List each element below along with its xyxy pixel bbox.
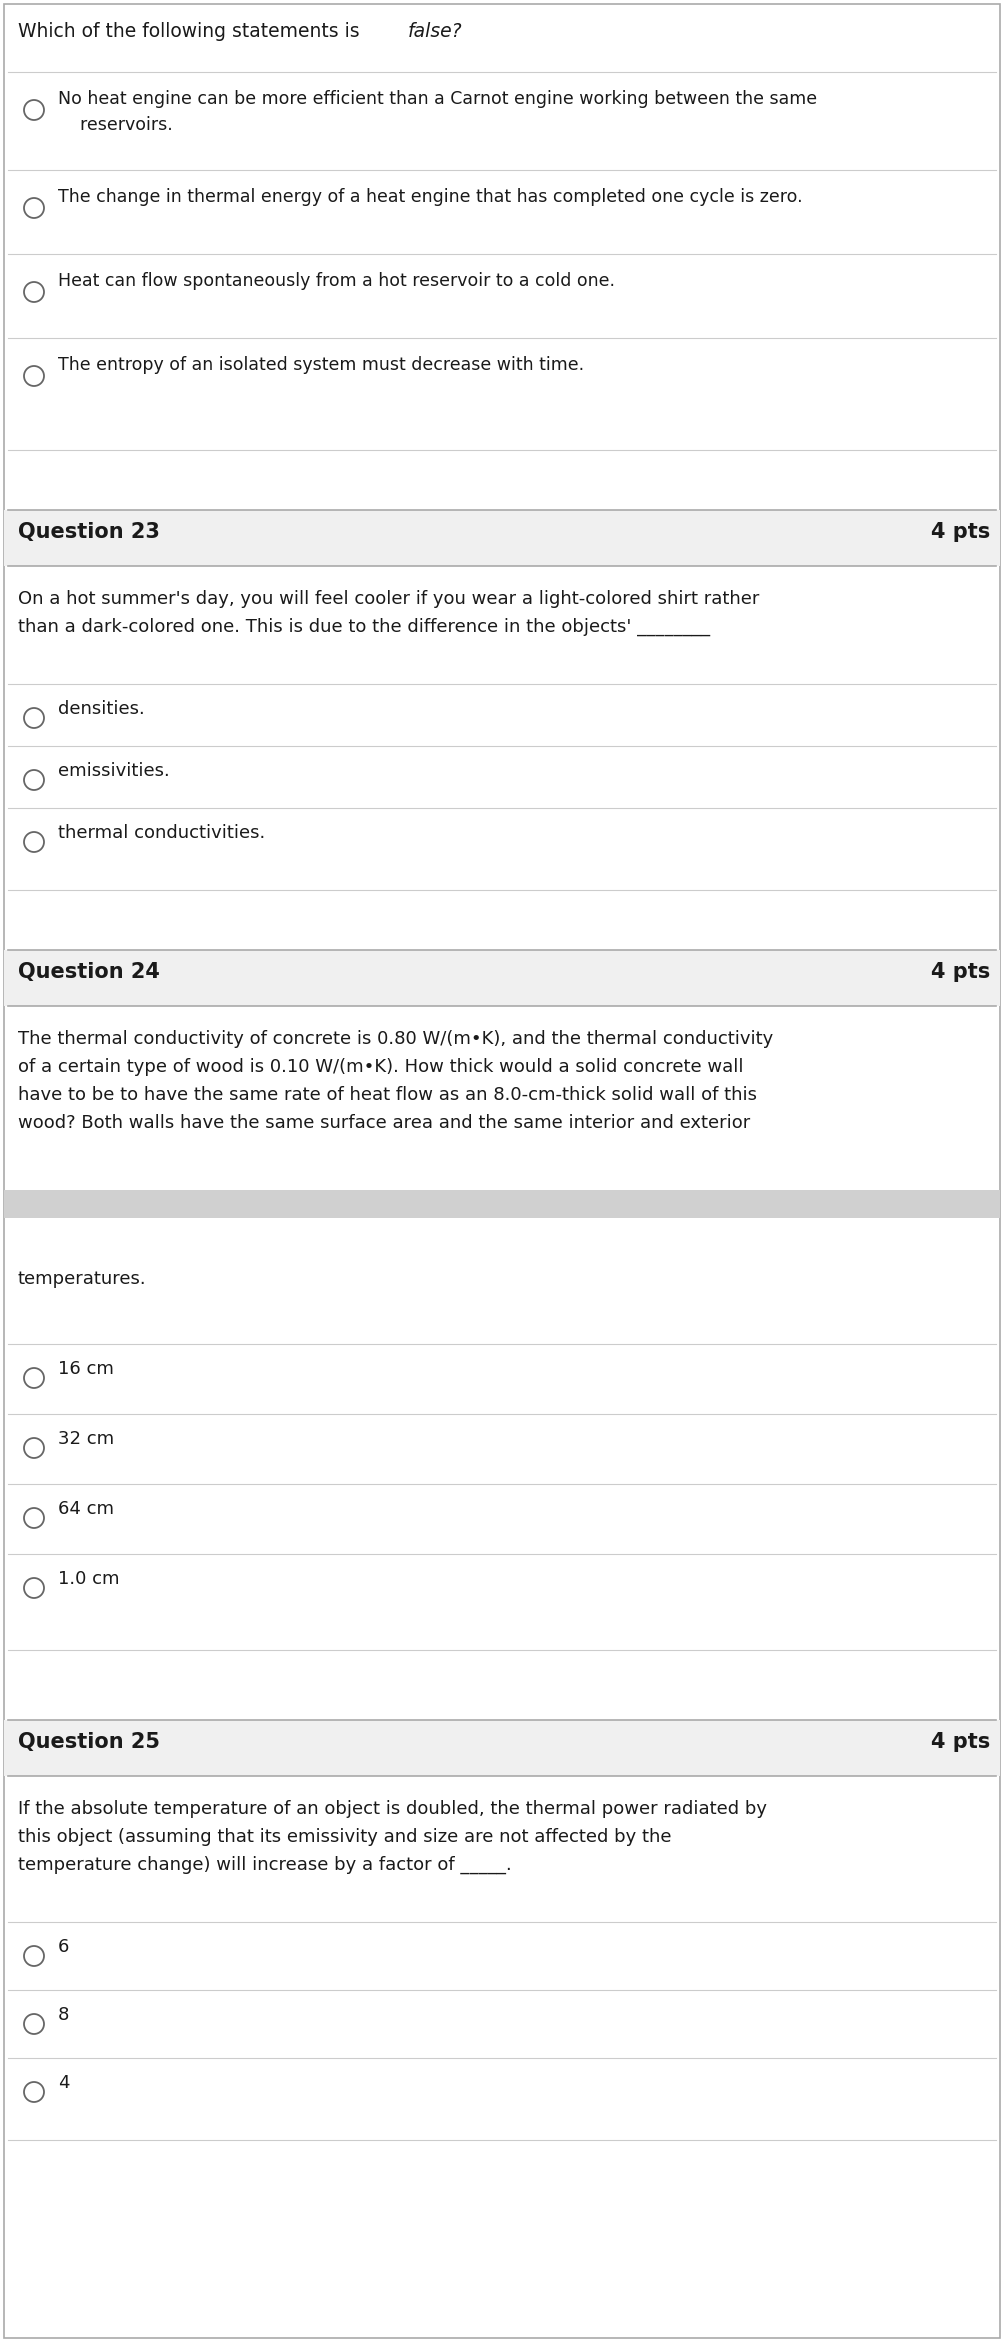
Text: 1.0 cm: 1.0 cm [58,1569,119,1588]
Text: this object (assuming that its emissivity and size are not affected by the: this object (assuming that its emissivit… [18,1829,671,1845]
Text: have to be to have the same rate of heat flow as an 8.0-cm-thick solid wall of t: have to be to have the same rate of heat… [18,1087,756,1103]
Text: 32 cm: 32 cm [58,1431,114,1447]
FancyBboxPatch shape [4,5,999,2337]
Text: temperatures.: temperatures. [18,1269,146,1288]
Text: If the absolute temperature of an object is doubled, the thermal power radiated : If the absolute temperature of an object… [18,1801,766,1817]
FancyBboxPatch shape [4,951,999,1007]
Text: false?: false? [407,21,462,42]
Text: Which of the following statements is: Which of the following statements is [18,21,365,42]
Text: 8: 8 [58,2007,69,2023]
Text: 4 pts: 4 pts [930,963,989,981]
Text: 6: 6 [58,1937,69,1956]
Text: densities.: densities. [58,700,144,719]
Text: 4 pts: 4 pts [930,522,989,541]
FancyBboxPatch shape [4,1719,999,1775]
Text: The thermal conductivity of concrete is 0.80 W/(m•K), and the thermal conductivi: The thermal conductivity of concrete is … [18,1030,772,1047]
Text: 64 cm: 64 cm [58,1499,114,1518]
Text: temperature change) will increase by a factor of _____.: temperature change) will increase by a f… [18,1855,512,1874]
FancyBboxPatch shape [4,511,999,567]
Text: reservoirs.: reservoirs. [58,117,173,133]
Text: On a hot summer's day, you will feel cooler if you wear a light-colored shirt ra: On a hot summer's day, you will feel coo… [18,590,758,609]
Text: than a dark-colored one. This is due to the difference in the objects' ________: than a dark-colored one. This is due to … [18,618,709,637]
Text: Question 23: Question 23 [18,522,159,541]
Text: thermal conductivities.: thermal conductivities. [58,824,265,843]
Text: The change in thermal energy of a heat engine that has completed one cycle is ze: The change in thermal energy of a heat e… [58,187,801,206]
Text: 16 cm: 16 cm [58,1361,113,1377]
Text: 4 pts: 4 pts [930,1733,989,1752]
Text: wood? Both walls have the same surface area and the same interior and exterior: wood? Both walls have the same surface a… [18,1115,749,1131]
Text: of a certain type of wood is 0.10 W/(m•K). How thick would a solid concrete wall: of a certain type of wood is 0.10 W/(m•K… [18,1059,743,1075]
Text: Heat can flow spontaneously from a hot reservoir to a cold one.: Heat can flow spontaneously from a hot r… [58,272,615,290]
FancyBboxPatch shape [4,1190,999,1218]
Text: emissivities.: emissivities. [58,761,170,780]
Text: 4: 4 [58,2075,69,2091]
Text: The entropy of an isolated system must decrease with time.: The entropy of an isolated system must d… [58,356,584,375]
Text: Question 25: Question 25 [18,1733,159,1752]
Text: Question 24: Question 24 [18,963,159,981]
Text: No heat engine can be more efficient than a Carnot engine working between the sa: No heat engine can be more efficient tha… [58,89,816,108]
